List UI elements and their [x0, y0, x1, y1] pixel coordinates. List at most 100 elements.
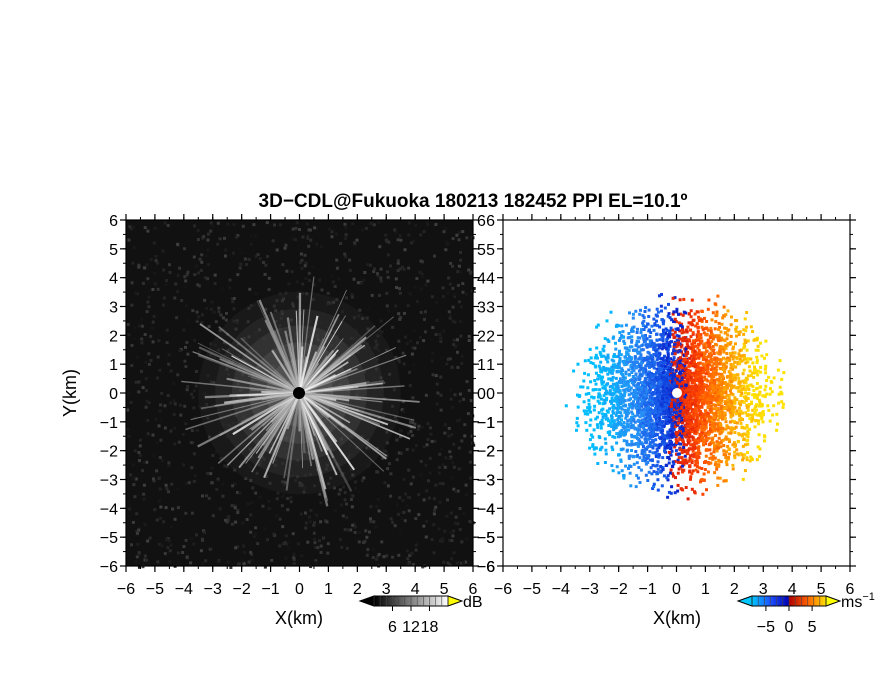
velocity-cell — [671, 333, 675, 337]
velocity-cell — [660, 379, 664, 383]
velocity-cell — [639, 357, 643, 361]
reflectivity-noise-cell — [221, 316, 225, 320]
velocity-cell — [713, 463, 717, 467]
velocity-cell — [653, 373, 657, 377]
velocity-cell — [751, 415, 755, 419]
reflectivity-noise-cell — [441, 286, 445, 290]
velocity-cell — [667, 312, 671, 316]
reflectivity-noise-cell — [465, 236, 469, 240]
velocity-cell — [753, 365, 756, 369]
reflectivity-noise-cell — [282, 492, 286, 496]
reflectivity-noise-cell — [448, 538, 451, 542]
reflectivity-y-tick-label: 0 — [109, 386, 118, 403]
velocity-cell — [642, 316, 646, 319]
velocity-cell — [669, 366, 673, 370]
velocity-cell — [654, 349, 658, 353]
reflectivity-noise-cell — [293, 345, 297, 349]
velocity-cell — [690, 417, 694, 421]
velocity-cell — [631, 412, 635, 416]
reflectivity-noise-cell — [278, 544, 282, 548]
reflectivity-noise-cell — [192, 406, 196, 410]
reflectivity-noise-cell — [335, 258, 339, 262]
velocity-cell — [707, 388, 711, 392]
velocity-cell — [696, 325, 700, 329]
velocity-cell — [725, 375, 729, 379]
reflectivity-noise-cell — [217, 310, 221, 314]
reflectivity-noise-cell — [169, 401, 173, 405]
velocity-cell — [657, 356, 661, 360]
reflectivity-noise-cell — [129, 227, 133, 231]
reflectivity-noise-cell — [378, 293, 381, 297]
reflectivity-noise-cell — [287, 546, 291, 550]
reflectivity-noise-cell — [248, 374, 252, 378]
reflectivity-noise-cell — [312, 537, 316, 541]
reflectivity-noise-cell — [443, 423, 447, 427]
velocity-cell — [682, 384, 686, 388]
reflectivity-noise-cell — [204, 254, 208, 258]
velocity-cell — [581, 385, 585, 389]
velocity-cell — [667, 457, 671, 461]
reflectivity-noise-cell — [202, 530, 206, 534]
velocity-cell — [755, 458, 759, 462]
reflectivity-noise-cell — [134, 291, 138, 295]
reflectivity-noise-cell — [367, 307, 371, 311]
reflectivity-ray — [185, 392, 300, 431]
velocity-cell — [590, 395, 594, 399]
reflectivity-noise-cell — [406, 504, 409, 508]
velocity-cell — [602, 344, 606, 348]
reflectivity-noise-cell — [136, 292, 139, 296]
reflectivity-noise-cell — [394, 415, 397, 419]
reflectivity-noise-cell — [239, 460, 243, 464]
reflectivity-noise-cell — [308, 520, 312, 524]
reflectivity-noise-cell — [347, 453, 351, 457]
reflectivity-noise-cell — [389, 472, 393, 476]
reflectivity-y-tick-label: −1 — [100, 415, 118, 432]
velocity-cell — [598, 401, 601, 405]
reflectivity-noise-cell — [291, 302, 295, 306]
reflectivity-ray — [299, 382, 386, 394]
reflectivity-noise-cell — [256, 542, 260, 546]
velocity-cell — [614, 406, 618, 410]
velocity-cell — [677, 357, 681, 361]
velocity-cell — [593, 356, 597, 360]
reflectivity-x-tick-label: 1 — [324, 581, 333, 598]
velocity-cell — [638, 415, 642, 419]
velocity-cell — [726, 342, 730, 346]
reflectivity-noise-cell — [167, 461, 171, 465]
reflectivity-rays — [126, 221, 476, 569]
velocity-cell — [678, 349, 682, 353]
reflectivity-noise-cell — [216, 242, 220, 246]
velocity-cell — [626, 387, 630, 391]
reflectivity-noise-cell — [376, 334, 380, 338]
reflectivity-noise-cell — [258, 328, 261, 332]
reflectivity-noise-cell — [243, 551, 246, 554]
reflectivity-noise-cell — [358, 308, 362, 312]
reflectivity-noise-cell — [369, 517, 372, 521]
velocity-cell — [751, 408, 755, 412]
reflectivity-x-tick-label: −3 — [204, 581, 222, 598]
reflectivity-noise-cell — [458, 320, 462, 323]
reflectivity-noise-cell — [149, 258, 153, 261]
reflectivity-noise-cell — [421, 275, 425, 279]
velocity-cell — [680, 331, 684, 335]
velocity-cell — [674, 327, 678, 331]
reflectivity-ray — [262, 392, 300, 427]
velocity-cell — [777, 401, 781, 405]
reflectivity-noise-cell — [151, 288, 155, 291]
reflectivity-noise-cell — [415, 277, 419, 280]
velocity-cell — [640, 344, 644, 348]
reflectivity-noise-cell — [184, 538, 188, 542]
reflectivity-noise-cell — [386, 270, 389, 274]
reflectivity-noise-cell — [411, 475, 415, 479]
reflectivity-noise-cell — [322, 536, 325, 540]
reflectivity-noise-cell — [230, 504, 234, 508]
reflectivity-noise-cell — [351, 336, 355, 340]
velocity-cell — [594, 388, 598, 391]
reflectivity-noise-cell — [216, 477, 220, 481]
reflectivity-noise-cell — [152, 477, 155, 481]
reflectivity-noise-cell — [183, 404, 187, 408]
velocity-cell — [582, 409, 586, 413]
velocity-cell — [648, 395, 652, 398]
velocity-cell — [647, 308, 651, 312]
reflectivity-noise-cell — [462, 512, 466, 516]
